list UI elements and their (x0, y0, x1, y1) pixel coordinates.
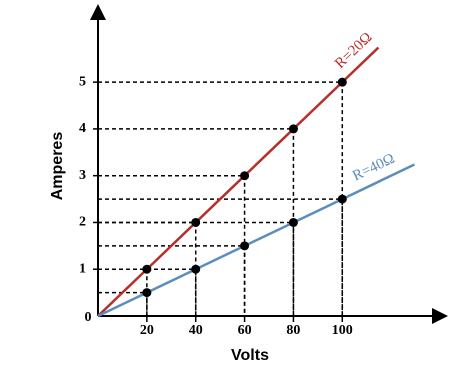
point (142, 264, 152, 274)
point (240, 171, 250, 181)
origin-label: 0 (85, 310, 92, 325)
point (191, 264, 201, 274)
point (240, 241, 250, 251)
y-tick-label: 1 (79, 261, 86, 276)
point (142, 288, 152, 298)
y-tick-label: 5 (79, 74, 86, 89)
line-extension (97, 291, 148, 318)
point (337, 77, 347, 87)
y-tick-label: 2 (79, 215, 86, 230)
line-extension (341, 163, 415, 201)
series-label: R=20Ω (332, 30, 375, 72)
y-axis-title: Amperes (49, 132, 66, 201)
y-tick-label: 3 (79, 168, 86, 183)
point (191, 217, 201, 227)
x-tick-label: 60 (238, 323, 252, 338)
x-axis-title: Volts (231, 347, 269, 364)
x-tick-label: 80 (286, 323, 300, 338)
point (288, 124, 298, 134)
x-tick-label: 20 (140, 323, 154, 338)
x-tick-label: 40 (189, 323, 203, 338)
line-extension (341, 46, 380, 84)
y-tick-label: 4 (79, 121, 86, 136)
series-label: R=40Ω (350, 151, 397, 185)
point (288, 217, 298, 227)
point (337, 194, 347, 204)
x-tick-label: 100 (332, 323, 353, 338)
line-extension (97, 268, 148, 317)
